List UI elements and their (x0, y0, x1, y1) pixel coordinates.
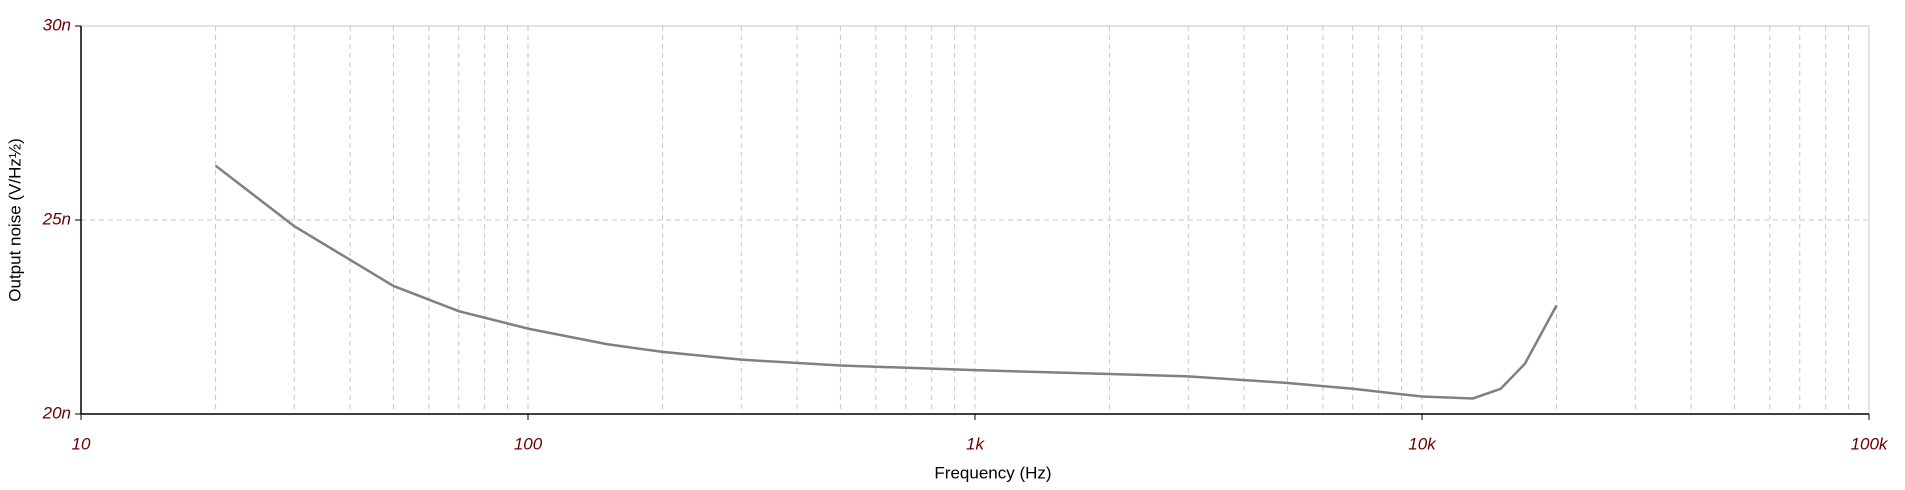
x-tick-label: 10k (1408, 434, 1437, 453)
noise-curve (214, 164, 1558, 400)
y-tick-label: 30n (43, 15, 71, 34)
y-axis-label: Output noise (V/Hz½) (5, 138, 24, 301)
y-tick-label: 25n (42, 209, 71, 228)
x-tick-label: 100 (514, 434, 543, 453)
x-tick-label: 1k (966, 434, 985, 453)
x-tick-label: 10 (72, 434, 91, 453)
y-tick-label: 20n (42, 403, 71, 422)
x-tick-label: 100k (1851, 434, 1889, 453)
x-axis-label: Frequency (Hz) (934, 463, 1051, 482)
